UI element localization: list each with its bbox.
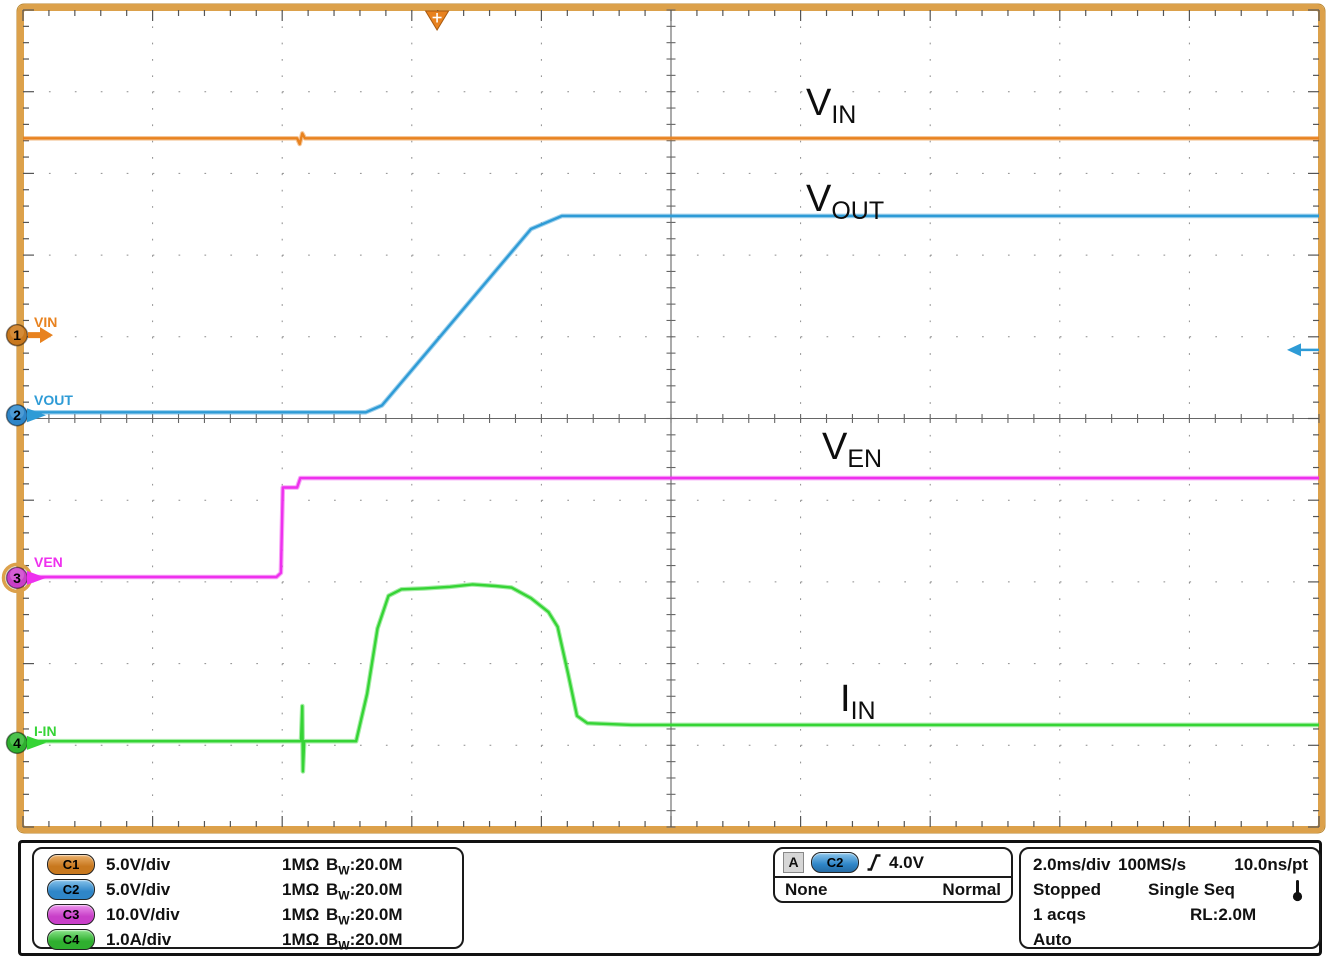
channel-badge-c2[interactable]: C2 — [47, 879, 95, 900]
trigger-level-value[interactable]: 4.0V — [889, 852, 924, 872]
channel-impedance: 1MΩ — [282, 880, 320, 899]
readout-bar: C1 5.0V/div 1MΩ BW:20.0M C2 5.0V/div 1MΩ BW:20.… — [18, 840, 1322, 956]
channel-scale: 5.0V/div — [106, 855, 171, 874]
channel-scale: 1.0A/div — [106, 930, 172, 949]
acquisition-state-row: Stopped Single Seq — [1021, 878, 1319, 902]
edge-ticks — [22, 9, 1320, 828]
trace-vout — [23, 213, 1319, 415]
channel-badge-c4[interactable]: C4 — [47, 929, 95, 950]
temperature-icon — [1292, 880, 1303, 902]
channel-scale: 5.0V/div — [106, 880, 171, 899]
channel-settings-panel[interactable]: C1 5.0V/div 1MΩ BW:20.0M C2 5.0V/div 1MΩ BW:20.… — [32, 847, 464, 952]
trigger-position-marker[interactable] — [424, 10, 450, 31]
channel-row-c1[interactable]: C1 5.0V/div 1MΩ BW:20.0M — [34, 853, 462, 877]
center-axes — [22, 9, 1320, 828]
channel-row-c3[interactable]: C3 10.0V/div 1MΩ BW:20.0M — [34, 903, 462, 927]
rising-edge-icon — [867, 854, 881, 871]
channel-label-ven[interactable]: VEN — [34, 554, 63, 570]
trigger-level-marker[interactable] — [1287, 343, 1319, 357]
svg-text:1: 1 — [13, 327, 21, 343]
annotation-iin: IIN — [840, 678, 876, 725]
channel-bandwidth: BW:20.0M — [326, 930, 403, 953]
timebase-row: 2.0ms/div 100MS/s 10.0ns/pt — [1021, 853, 1319, 877]
channel-label-vin[interactable]: VIN — [34, 314, 57, 330]
svg-text:2: 2 — [13, 407, 21, 423]
svg-text:3: 3 — [13, 570, 21, 586]
channel-marker-c4[interactable]: 4 — [5, 731, 29, 755]
trace-iin — [23, 582, 1319, 774]
trigger-source-badge[interactable]: C2 — [811, 852, 859, 873]
channel-row-c4[interactable]: C4 1.0A/div 1MΩ BW:20.0M — [34, 928, 462, 952]
acquisition-state: Stopped — [1033, 880, 1101, 899]
channel-impedance: 1MΩ — [282, 855, 320, 874]
record-length[interactable]: RL:2.0M — [1190, 905, 1257, 924]
waveform-display: 1 VIN 2 VOUT 3 VEN 4 I-IN VIN VOUT VEN IIN — [1, 3, 1326, 834]
trace-ven — [23, 475, 1319, 580]
timebase-scale[interactable]: 2.0ms/div — [1033, 855, 1111, 874]
sample-rate: 100MS/s — [1118, 855, 1187, 874]
svg-text:4: 4 — [13, 735, 21, 751]
trigger-summary-row: A C2 4.0V — [775, 849, 1011, 876]
trace-start-arrow-icon — [27, 735, 46, 750]
trigger-mode[interactable]: None — [785, 880, 828, 899]
trace-start-arrow-icon — [27, 570, 46, 585]
channel-row-c2[interactable]: C2 5.0V/div 1MΩ BW:20.0M — [34, 878, 462, 902]
channel-bandwidth: BW:20.0M — [326, 855, 403, 878]
annotation-vin: VIN — [806, 82, 856, 129]
channel-impedance: 1MΩ — [282, 930, 320, 949]
annotation-vout: VOUT — [806, 178, 884, 225]
trigger-panel[interactable]: A C2 4.0V None Normal — [773, 847, 1013, 903]
channel-bandwidth: BW:20.0M — [326, 905, 403, 928]
channel-marker-c1[interactable]: 1 — [5, 323, 29, 347]
channel-badge-c3[interactable]: C3 — [47, 904, 95, 925]
channel-scale: 10.0V/div — [106, 905, 180, 924]
trace-start-arrow-icon — [27, 408, 46, 423]
channel-marker-c2[interactable]: 2 — [5, 403, 29, 427]
fastacq-row: Auto — [1021, 928, 1319, 952]
trigger-bus-badge[interactable]: A — [783, 852, 804, 873]
channel-marker-c3[interactable]: 3 — [1, 562, 33, 594]
offset-arrow-icon — [28, 327, 53, 344]
channel-label-i-in[interactable]: I-IN — [34, 723, 57, 739]
annotation-ven: VEN — [822, 426, 882, 473]
channel-bandwidth: BW:20.0M — [326, 880, 403, 903]
trace-vin — [23, 131, 1319, 147]
channel-label-vout[interactable]: VOUT — [34, 392, 73, 408]
acquisition-count: 1 acqs — [1033, 905, 1086, 924]
channel-badge-c1[interactable]: C1 — [47, 854, 95, 875]
acquisition-count-row: 1 acqs RL:2.0M — [1021, 903, 1319, 927]
trigger-mode-row: None Normal — [775, 876, 1011, 902]
fastacq-mode[interactable]: Auto — [1033, 930, 1072, 949]
trigger-coupling[interactable]: Normal — [942, 880, 1001, 899]
sample-resolution: 10.0ns/pt — [1234, 855, 1308, 874]
channel-impedance: 1MΩ — [282, 905, 320, 924]
horizontal-acquisition-panel[interactable]: 2.0ms/div 100MS/s 10.0ns/pt Stopped Sing… — [1019, 847, 1321, 949]
acquisition-mode[interactable]: Single Seq — [1148, 880, 1235, 899]
